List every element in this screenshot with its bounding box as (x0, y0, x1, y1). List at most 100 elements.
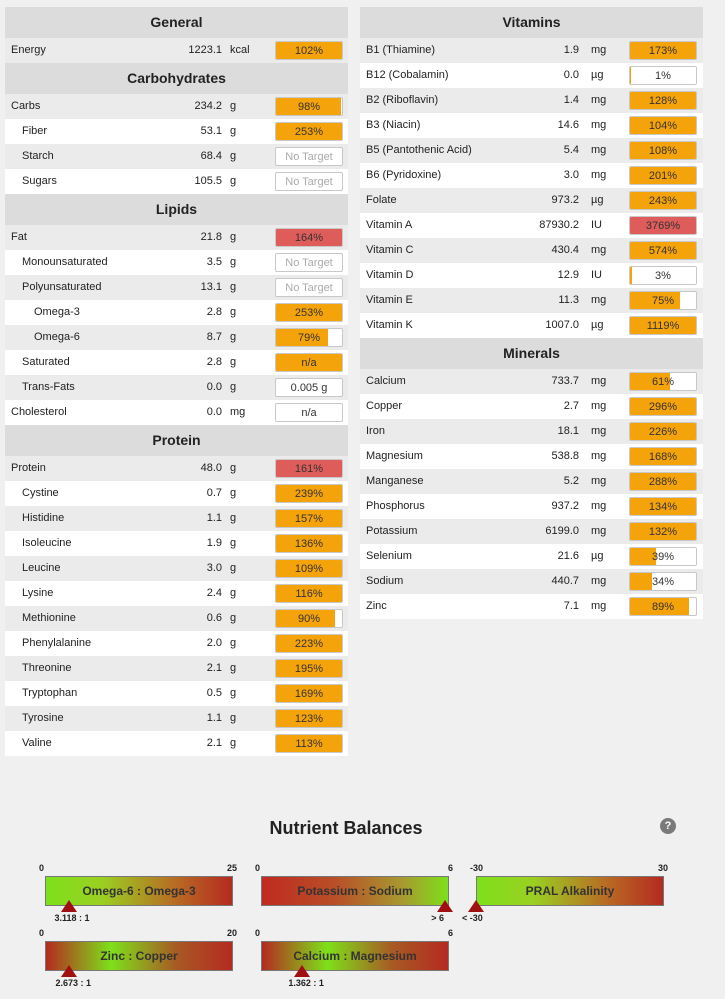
nutrient-amount: 1.1 (206, 512, 222, 524)
nutrient-row-cholesterol[interactable]: Cholesterol 0.0 mg n/a (5, 400, 348, 425)
target-progress-bar: 34% (629, 572, 697, 591)
target-progress-bar: 108% (629, 141, 697, 160)
nutrient-amount: 0.5 (206, 687, 222, 699)
nutrient-row-phosphorus[interactable]: Phosphorus 937.2 mg 134% (360, 494, 703, 519)
nutrient-row-potassium[interactable]: Potassium 6199.0 mg 132% (360, 519, 703, 544)
nutrient-unit: mg (591, 294, 607, 306)
nutrient-row-calcium[interactable]: Calcium 733.7 mg 61% (360, 369, 703, 394)
nutrient-row-tryptophan[interactable]: Tryptophan 0.5 g 169% (5, 681, 348, 706)
nutrient-row-b5-pantothenic-acid[interactable]: B5 (Pantothenic Acid) 5.4 mg 108% (360, 138, 703, 163)
nutrient-row-b2-riboflavin[interactable]: B2 (Riboflavin) 1.4 mg 128% (360, 88, 703, 113)
target-progress-bar: No Target (275, 278, 343, 297)
nutrient-row-folate[interactable]: Folate 973.2 µg 243% (360, 188, 703, 213)
nutrient-unit: IU (591, 269, 602, 281)
nutrient-row-copper[interactable]: Copper 2.7 mg 296% (360, 394, 703, 419)
nutrient-row-monounsaturated[interactable]: Monounsaturated 3.5 g No Target (5, 250, 348, 275)
nutrient-row-polyunsaturated[interactable]: Polyunsaturated 13.1 g No Target (5, 275, 348, 300)
nutrient-row-vitamin-a[interactable]: Vitamin A 87930.2 IU 3769% (360, 213, 703, 238)
nutrient-row-omega-6[interactable]: Omega-6 8.7 g 79% (5, 325, 348, 350)
nutrient-amount: 430.4 (551, 244, 579, 256)
nutrient-row-energy[interactable]: Energy 1223.1 kcal 102% (5, 38, 348, 63)
progress-fill (630, 292, 680, 309)
nutrient-amount: 2.4 (206, 587, 222, 599)
nutrient-row-manganese[interactable]: Manganese 5.2 mg 288% (360, 469, 703, 494)
nutrient-amount: 234.2 (194, 100, 222, 112)
progress-fill (276, 535, 342, 552)
nutrient-row-b3-niacin[interactable]: B3 (Niacin) 14.6 mg 104% (360, 113, 703, 138)
nutrient-row-b6-pyridoxine[interactable]: B6 (Pyridoxine) 3.0 mg 201% (360, 163, 703, 188)
progress-label: 102% (294, 45, 324, 57)
help-icon[interactable]: ? (660, 818, 676, 834)
nutrient-row-methionine[interactable]: Methionine 0.6 g 90% (5, 606, 348, 631)
nutrient-row-selenium[interactable]: Selenium 21.6 µg 39% (360, 544, 703, 569)
nutrient-row-sodium[interactable]: Sodium 440.7 mg 34% (360, 569, 703, 594)
nutrient-row-starch[interactable]: Starch 68.4 g No Target (5, 144, 348, 169)
nutrient-name: Manganese (366, 475, 424, 487)
nutrient-amount: 1.1 (206, 712, 222, 724)
nutrient-name: Methionine (22, 612, 76, 624)
nutrient-amount: 2.8 (206, 306, 222, 318)
nutrient-unit: g (230, 306, 237, 318)
target-progress-bar: 157% (275, 509, 343, 528)
progress-label: 123% (294, 713, 324, 725)
target-progress-bar: 104% (629, 116, 697, 135)
nutrient-name: Starch (22, 150, 54, 162)
nutrient-row-isoleucine[interactable]: Isoleucine 1.9 g 136% (5, 531, 348, 556)
nutrient-unit: g (230, 637, 237, 649)
balance-gauge-omega-6-omega-3[interactable]: 0 25 Omega-6 : Omega-3 3.118 : 1 (39, 863, 237, 923)
nutrient-row-omega-3[interactable]: Omega-3 2.8 g 253% (5, 300, 348, 325)
nutrient-unit: g (230, 512, 237, 524)
nutrient-row-cystine[interactable]: Cystine 0.7 g 239% (5, 481, 348, 506)
nutrient-row-lysine[interactable]: Lysine 2.4 g 116% (5, 581, 348, 606)
nutrient-row-vitamin-c[interactable]: Vitamin C 430.4 mg 574% (360, 238, 703, 263)
progress-label: 109% (294, 563, 324, 575)
nutrient-row-valine[interactable]: Valine 2.1 g 113% (5, 731, 348, 756)
nutrient-row-trans-fats[interactable]: Trans-Fats 0.0 g 0.005 g (5, 375, 348, 400)
nutrient-amount: 3.0 (563, 169, 579, 181)
nutrient-row-vitamin-d[interactable]: Vitamin D 12.9 IU 3% (360, 263, 703, 288)
balance-gauge-calcium-magnesium[interactable]: 0 6 Calcium : Magnesium 1.362 : 1 (255, 928, 453, 988)
target-progress-bar: 195% (275, 659, 343, 678)
nutrient-row-leucine[interactable]: Leucine 3.0 g 109% (5, 556, 348, 581)
progress-label: 195% (294, 663, 324, 675)
nutrient-amount: 0.0 (206, 381, 222, 393)
nutrient-row-iron[interactable]: Iron 18.1 mg 226% (360, 419, 703, 444)
gauge-value: 1.362 : 1 (288, 978, 324, 988)
nutrient-unit: mg (591, 400, 607, 412)
nutrient-row-zinc[interactable]: Zinc 7.1 mg 89% (360, 594, 703, 619)
nutrient-row-carbs[interactable]: Carbs 234.2 g 98% (5, 94, 348, 119)
nutrient-row-phenylalanine[interactable]: Phenylalanine 2.0 g 223% (5, 631, 348, 656)
nutrient-unit: mg (591, 94, 607, 106)
nutrient-row-magnesium[interactable]: Magnesium 538.8 mg 168% (360, 444, 703, 469)
nutrient-row-fat[interactable]: Fat 21.8 g 164% (5, 225, 348, 250)
nutrient-name: Tryptophan (22, 687, 78, 699)
nutrient-unit: g (230, 537, 237, 549)
progress-fill (630, 423, 696, 440)
nutrient-row-sugars[interactable]: Sugars 105.5 g No Target (5, 169, 348, 194)
nutrient-name: Vitamin C (366, 244, 414, 256)
nutrient-row-b1-thiamine[interactable]: B1 (Thiamine) 1.9 mg 173% (360, 38, 703, 63)
nutrient-amount: 3.0 (206, 562, 222, 574)
nutrient-row-tyrosine[interactable]: Tyrosine 1.1 g 123% (5, 706, 348, 731)
nutrient-row-fiber[interactable]: Fiber 53.1 g 253% (5, 119, 348, 144)
progress-label: 1% (655, 70, 671, 82)
nutrient-row-vitamin-e[interactable]: Vitamin E 11.3 mg 75% (360, 288, 703, 313)
balance-gauge-pral-alkalinity[interactable]: -30 30 PRAL Alkalinity < -30 (462, 863, 668, 923)
nutrient-unit: g (230, 100, 237, 112)
nutrient-row-threonine[interactable]: Threonine 2.1 g 195% (5, 656, 348, 681)
balance-gauge-potassium-sodium[interactable]: 0 6 Potassium : Sodium > 6 (255, 863, 454, 923)
target-progress-bar: 136% (275, 534, 343, 553)
gauge-max: 6 (447, 928, 453, 938)
section-header-protein: Protein (5, 425, 348, 456)
nutrient-unit: µg (591, 194, 604, 206)
gauge-bar: Omega-6 : Omega-3 (45, 876, 233, 906)
balance-gauge-zinc-copper[interactable]: 0 20 Zinc : Copper 2.673 : 1 (39, 928, 237, 988)
nutrient-row-histidine[interactable]: Histidine 1.1 g 157% (5, 506, 348, 531)
nutrient-name: Magnesium (366, 450, 423, 462)
nutrient-row-saturated[interactable]: Saturated 2.8 g n/a (5, 350, 348, 375)
nutrient-amount: 0.0 (563, 69, 579, 81)
nutrient-row-b12-cobalamin[interactable]: B12 (Cobalamin) 0.0 µg 1% (360, 63, 703, 88)
nutrient-amount: 937.2 (551, 500, 579, 512)
nutrient-row-protein[interactable]: Protein 48.0 g 161% (5, 456, 348, 481)
nutrient-row-vitamin-k[interactable]: Vitamin K 1007.0 µg 1119% (360, 313, 703, 338)
